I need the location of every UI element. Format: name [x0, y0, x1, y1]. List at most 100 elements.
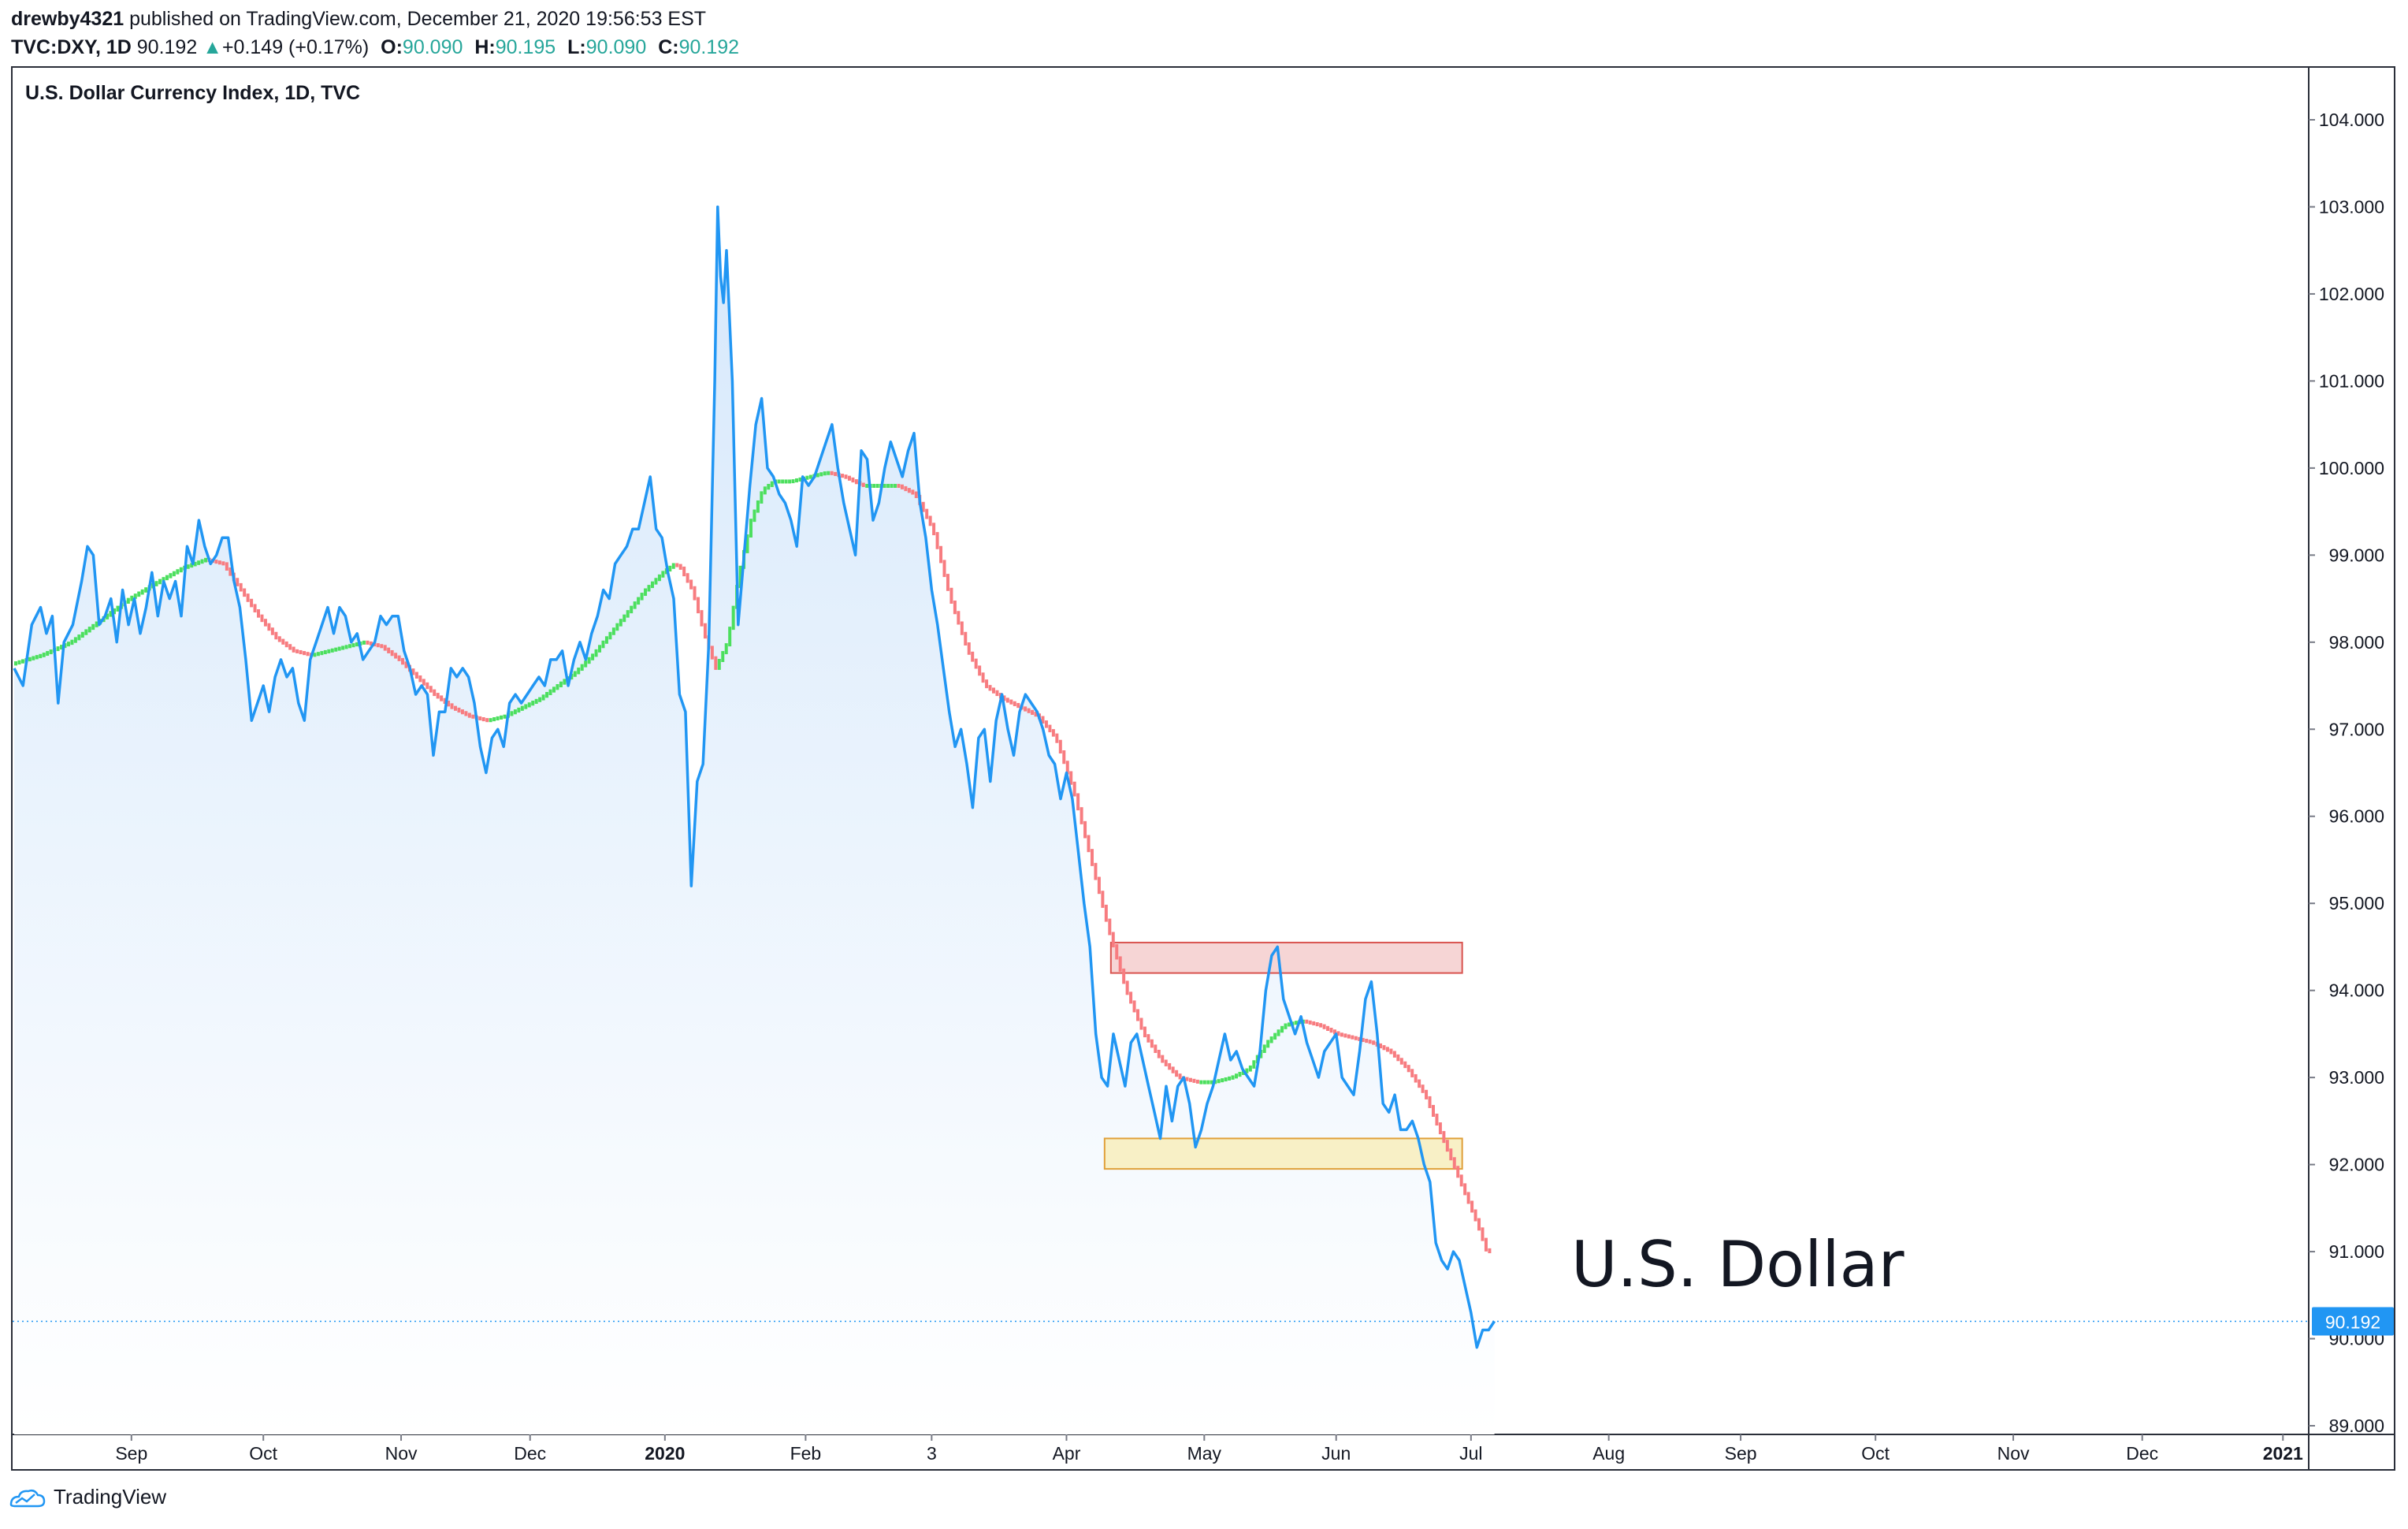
published-text: published on TradingView.com, December 2… [129, 8, 707, 30]
ma-segment [246, 593, 250, 602]
ma-segment [1358, 1036, 1362, 1041]
ma-segment [140, 589, 144, 595]
ma-segment [798, 477, 802, 482]
ma-segment [1195, 1079, 1199, 1084]
ma-segment [316, 652, 320, 657]
ma-segment [1224, 1077, 1228, 1082]
ma-segment [964, 631, 968, 646]
ma-segment [686, 573, 689, 583]
ma-segment [900, 484, 904, 489]
ma-segment [604, 636, 608, 644]
footer: TradingView [9, 1485, 166, 1509]
ma-segment [1094, 862, 1098, 880]
ma-segment [327, 649, 331, 653]
ma-segment [503, 714, 507, 719]
ma-segment [1372, 1040, 1376, 1045]
ma-segment [608, 631, 612, 640]
ma-segment [130, 595, 134, 601]
ma-segment [179, 567, 183, 573]
ma-segment [17, 660, 21, 665]
x-tick-label: Jul [1459, 1443, 1482, 1464]
ma-segment [538, 697, 542, 702]
ma-segment [851, 477, 855, 483]
ma-segment [1048, 724, 1052, 733]
ma-segment [414, 671, 418, 679]
ma-segment [974, 658, 978, 669]
ma-segment [978, 665, 982, 676]
ma-segment [872, 483, 876, 488]
ma-segment [380, 644, 384, 649]
ma-segment [738, 565, 742, 589]
ma-segment [457, 707, 461, 713]
ma-segment [752, 509, 756, 523]
ma-segment [717, 658, 721, 670]
ma-segment [274, 631, 278, 640]
ma-segment [323, 649, 327, 655]
ma-segment [1248, 1065, 1252, 1072]
ma-segment [1161, 1055, 1165, 1063]
ma-segment [418, 675, 422, 683]
ma-segment [531, 701, 535, 706]
ma-segment [678, 564, 682, 570]
ma-segment [626, 610, 630, 618]
ma-segment [995, 690, 999, 697]
ma-segment [1055, 733, 1059, 743]
ma-segment [601, 640, 605, 649]
ma-segment [214, 560, 218, 564]
price-chart[interactable]: 89.00090.00091.00092.00093.00094.00095.0… [13, 68, 2394, 1469]
ma-segment [1097, 876, 1101, 895]
x-tick-label: Apr [1053, 1443, 1081, 1464]
ma-segment [56, 646, 60, 652]
ma-segment [760, 491, 764, 504]
chart-frame[interactable]: 89.000 90.000 91.000 92.000 93.000 94.000 95.0… [11, 66, 2395, 1471]
ma-segment [1228, 1076, 1232, 1081]
footer-brand[interactable]: TradingView [54, 1485, 167, 1509]
ma-segment [1351, 1035, 1354, 1040]
ma-segment [710, 645, 714, 660]
tradingview-logo-icon[interactable] [9, 1487, 46, 1508]
ma-segment [1027, 708, 1031, 713]
ma-segment [682, 566, 686, 577]
ma-segment [1129, 991, 1133, 1004]
ma-segment [594, 649, 598, 657]
ma-segment [20, 659, 24, 664]
ma-segment [1294, 1021, 1298, 1025]
ma-segment [330, 648, 334, 653]
ma-segment [928, 515, 932, 526]
ma-segment [1368, 1040, 1372, 1044]
ma-segment [527, 702, 531, 708]
low-label: L: [567, 36, 586, 58]
ma-segment [260, 614, 264, 623]
ma-segment [348, 644, 352, 649]
ma-segment [556, 684, 559, 690]
ma-segment [675, 563, 679, 567]
ma-segment [447, 701, 451, 707]
ma-segment [545, 691, 549, 698]
ma-segment [1090, 849, 1094, 866]
ma-segment [1287, 1022, 1291, 1027]
x-tick-label: Dec [2126, 1443, 2158, 1464]
x-tick-label: Oct [1861, 1443, 1890, 1464]
ma-segment [464, 711, 468, 716]
ma-segment [95, 621, 98, 627]
ma-segment [914, 491, 918, 498]
x-tick-label: Nov [1997, 1443, 2030, 1464]
ma-segment [500, 715, 504, 720]
price-change: +0.149 (+0.17%) [221, 36, 370, 58]
ma-segment [559, 681, 563, 688]
ma-segment [946, 574, 949, 591]
ma-segment [49, 649, 53, 655]
ma-segment [1435, 1114, 1439, 1126]
ma-segment [1146, 1034, 1150, 1043]
ma-segment [1407, 1065, 1410, 1073]
ma-segment [1481, 1227, 1485, 1241]
ma-segment [552, 686, 556, 693]
author-name[interactable]: drewby4321 [11, 8, 124, 30]
chart-header: drewby4321 published on TradingView.com,… [11, 5, 739, 61]
ma-segment [875, 483, 879, 488]
y-tick-label: 91.000 [2329, 1241, 2384, 1262]
ma-segment [988, 685, 992, 691]
ma-segment [1034, 712, 1038, 717]
ma-segment [397, 655, 401, 661]
ma-segment [436, 693, 440, 699]
